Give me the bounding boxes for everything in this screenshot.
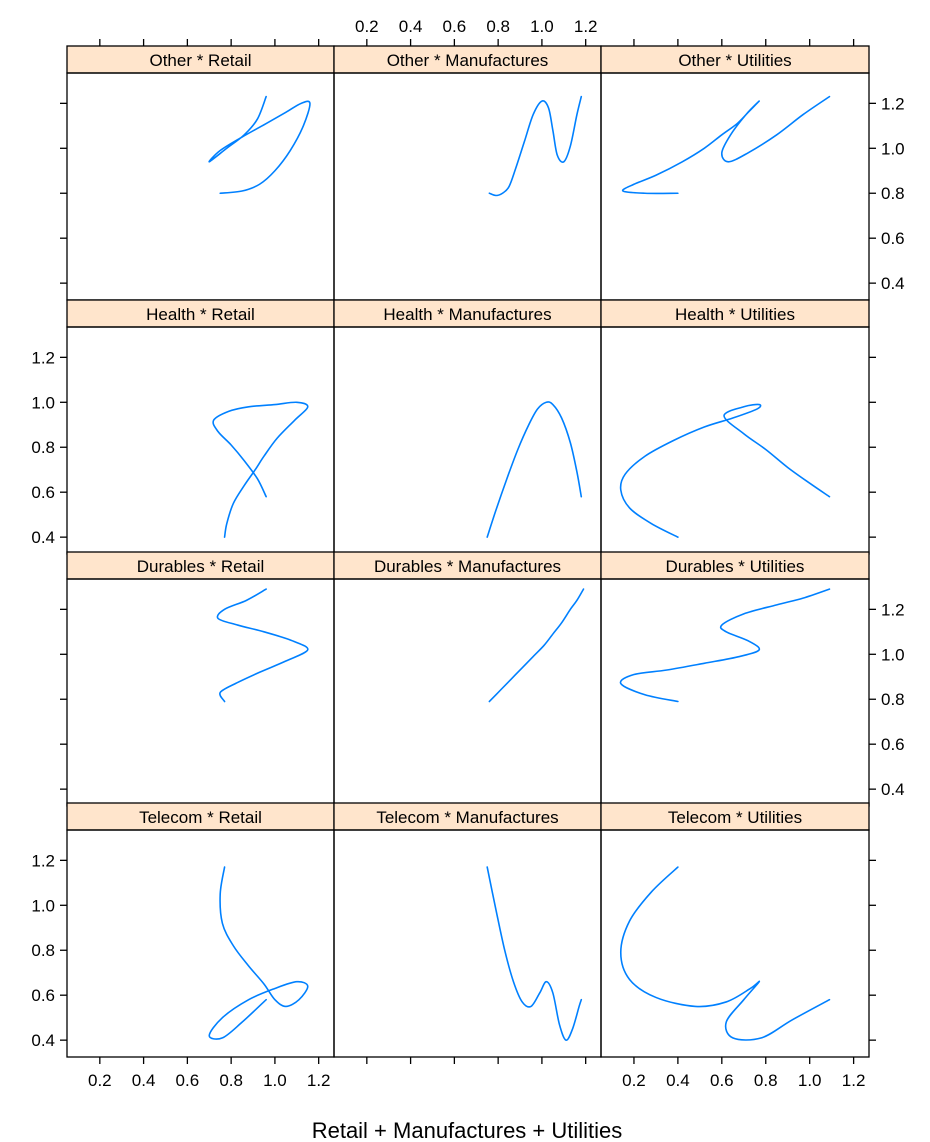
panel: Telecom * Retail: [66, 802, 335, 1058]
panel-border: [66, 829, 335, 1058]
x-tick-label-bottom: 1.0: [263, 1071, 287, 1090]
y-tick-label-left: 1.0: [31, 393, 55, 412]
series-line: [486, 401, 583, 538]
strip-label: Other * Utilities: [678, 51, 791, 70]
strip-background: [66, 551, 335, 580]
x-tick-label-bottom: 0.8: [754, 1071, 778, 1090]
y-tick-label-right: 1.0: [881, 139, 905, 158]
x-tick-label-bottom: 0.8: [219, 1071, 243, 1090]
panel: Durables * Retail: [66, 551, 335, 807]
y-tick-label-left: 0.6: [31, 483, 55, 502]
strip-label: Telecom * Utilities: [668, 808, 802, 827]
strip-background: [600, 802, 870, 831]
y-tick-label-left: 1.2: [31, 851, 55, 870]
x-tick-label-bottom: 1.2: [307, 1071, 331, 1090]
series-line: [486, 866, 583, 1041]
panel-border: [333, 72, 602, 301]
x-tick-label-top: 0.6: [443, 17, 467, 36]
y-tick-label-right: 0.8: [881, 184, 905, 203]
series-line: [216, 588, 309, 703]
strip-background: [66, 45, 335, 74]
x-tick-label-top: 1.2: [574, 17, 598, 36]
strip-background: [333, 551, 602, 580]
x-tick-label-bottom: 1.0: [798, 1071, 822, 1090]
y-tick-label-left: 0.6: [31, 986, 55, 1005]
y-tick-label-right: 0.8: [881, 690, 905, 709]
strip-background: [333, 802, 602, 831]
y-tick-label-right: 0.4: [881, 274, 905, 293]
x-tick-label-top: 1.0: [530, 17, 554, 36]
series-line: [208, 866, 309, 1040]
panel: Durables * Utilities: [600, 551, 870, 807]
x-axis-label: Retail + Manufactures + Utilities: [312, 1118, 623, 1142]
y-tick-label-left: 0.8: [31, 941, 55, 960]
y-tick-label-left: 1.0: [31, 896, 55, 915]
x-tick-label-bottom: 0.6: [710, 1071, 734, 1090]
panel: Telecom * Manufactures: [333, 802, 602, 1058]
panel: Other * Manufactures: [333, 45, 602, 301]
x-tick-label-top: 0.8: [486, 17, 510, 36]
panel-border: [333, 829, 602, 1058]
x-tick-label-top: 0.4: [399, 17, 423, 36]
x-tick-label-bottom: 0.6: [176, 1071, 200, 1090]
strip-label: Other * Retail: [149, 51, 251, 70]
panel-border: [333, 326, 602, 555]
y-tick-label-right: 0.4: [881, 780, 905, 799]
series-line: [619, 588, 831, 703]
y-tick-label-left: 0.4: [31, 1031, 55, 1050]
series-line: [619, 403, 831, 538]
strip-label: Health * Retail: [146, 305, 255, 324]
series-line: [619, 866, 831, 1041]
y-tick-label-right: 1.0: [881, 645, 905, 664]
series-line: [208, 95, 311, 195]
panel-border: [600, 829, 870, 1058]
strip-label: Other * Manufactures: [387, 51, 549, 70]
x-tick-label-bottom: 0.2: [622, 1071, 646, 1090]
panel-border: [600, 578, 870, 807]
strip-background: [600, 551, 870, 580]
strip-label: Durables * Manufactures: [374, 557, 561, 576]
y-tick-label-right: 0.6: [881, 735, 905, 754]
panel: Telecom * Utilities: [600, 802, 870, 1058]
strip-background: [600, 299, 870, 328]
panels-layer: Other * Retail Other * Manufactures Other …: [66, 45, 870, 1058]
y-tick-label-right: 1.2: [881, 94, 905, 113]
panel-border: [600, 72, 870, 301]
series-line: [212, 401, 309, 538]
strip-label: Health * Manufactures: [383, 305, 551, 324]
ticks-layer: 0.2 0.4 0.6 0.8 1.0 1.2 0.2 0.4 0.6 0.8 1.0 1.2 0.2 0…: [31, 17, 904, 1090]
panel-border: [600, 326, 870, 555]
panel-border: [333, 578, 602, 807]
panel: Durables * Manufactures: [333, 551, 602, 807]
y-tick-label-right: 0.6: [881, 229, 905, 248]
y-tick-label-left: 0.8: [31, 438, 55, 457]
strip-label: Durables * Utilities: [666, 557, 805, 576]
panel: Other * Utilities: [600, 45, 870, 301]
panel: Other * Retail: [66, 45, 335, 301]
strip-label: Telecom * Retail: [139, 808, 262, 827]
panel: Health * Retail: [66, 299, 335, 555]
y-tick-label-left: 0.4: [31, 528, 55, 547]
panel-border: [66, 578, 335, 807]
x-tick-label-bottom: 1.2: [842, 1071, 866, 1090]
strip-background: [600, 45, 870, 74]
x-tick-label-bottom: 0.4: [666, 1071, 690, 1090]
series-line: [488, 95, 583, 197]
strip-label: Durables * Retail: [137, 557, 265, 576]
strip-background: [66, 299, 335, 328]
panel-border: [66, 326, 335, 555]
strip-label: Telecom * Manufactures: [376, 808, 558, 827]
x-tick-label-bottom: 0.2: [88, 1071, 112, 1090]
panel: Health * Manufactures: [333, 299, 602, 555]
series-line: [488, 588, 585, 703]
panel: Health * Utilities: [600, 299, 870, 555]
series-line: [621, 95, 831, 195]
x-tick-label-top: 0.2: [355, 17, 379, 36]
y-tick-label-right: 1.2: [881, 600, 905, 619]
y-tick-label-left: 1.2: [31, 348, 55, 367]
strip-label: Health * Utilities: [675, 305, 795, 324]
x-tick-label-bottom: 0.4: [132, 1071, 156, 1090]
